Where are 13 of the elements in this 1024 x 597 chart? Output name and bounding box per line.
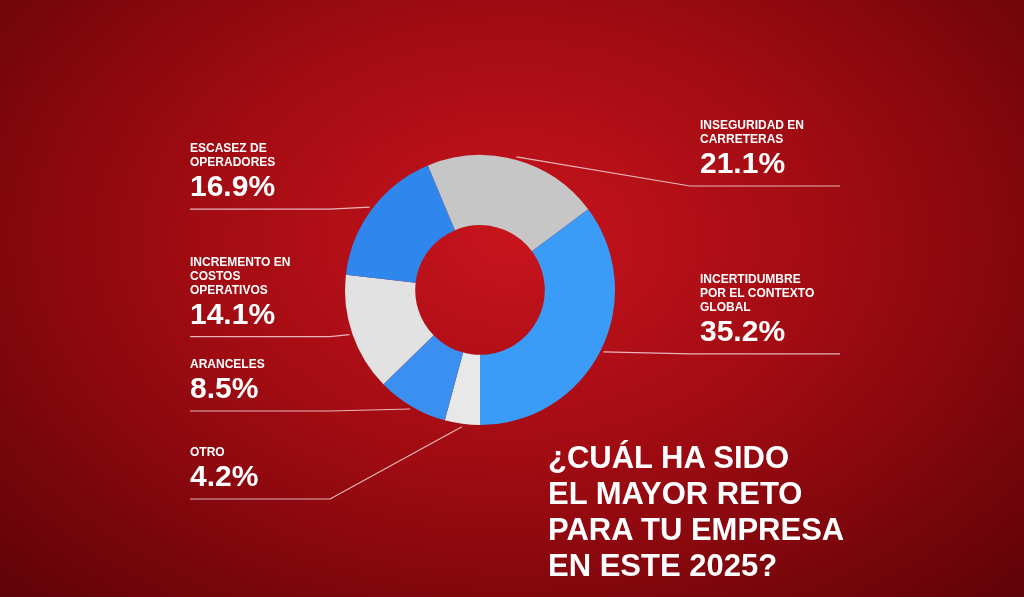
slice-label: INCERTIDUMBRE POR EL CONTEXTO GLOBAL xyxy=(700,272,815,315)
data-label: 35.2% xyxy=(700,314,786,348)
slice-label: ESCASEZ DE OPERADORES xyxy=(190,141,276,170)
data-label: 8.5% xyxy=(190,371,259,405)
data-label: 16.9% xyxy=(190,169,276,203)
slice-label: INSEGURIDAD EN CARRETERAS xyxy=(700,118,805,147)
slice-label: ARANCELES xyxy=(190,357,265,372)
data-label: 14.1% xyxy=(190,296,276,330)
slice-label: INCREMENTO EN COSTOS OPERATIVOS xyxy=(190,255,291,298)
data-label: 21.1% xyxy=(700,146,786,180)
text: ¿CUÁL HA SIDO EL MAYOR RETO PARA TU EMPRESA EN ESTE 2025? xyxy=(548,440,846,584)
data-label: 4.2% xyxy=(190,459,259,493)
slice-label: OTRO xyxy=(190,445,225,460)
